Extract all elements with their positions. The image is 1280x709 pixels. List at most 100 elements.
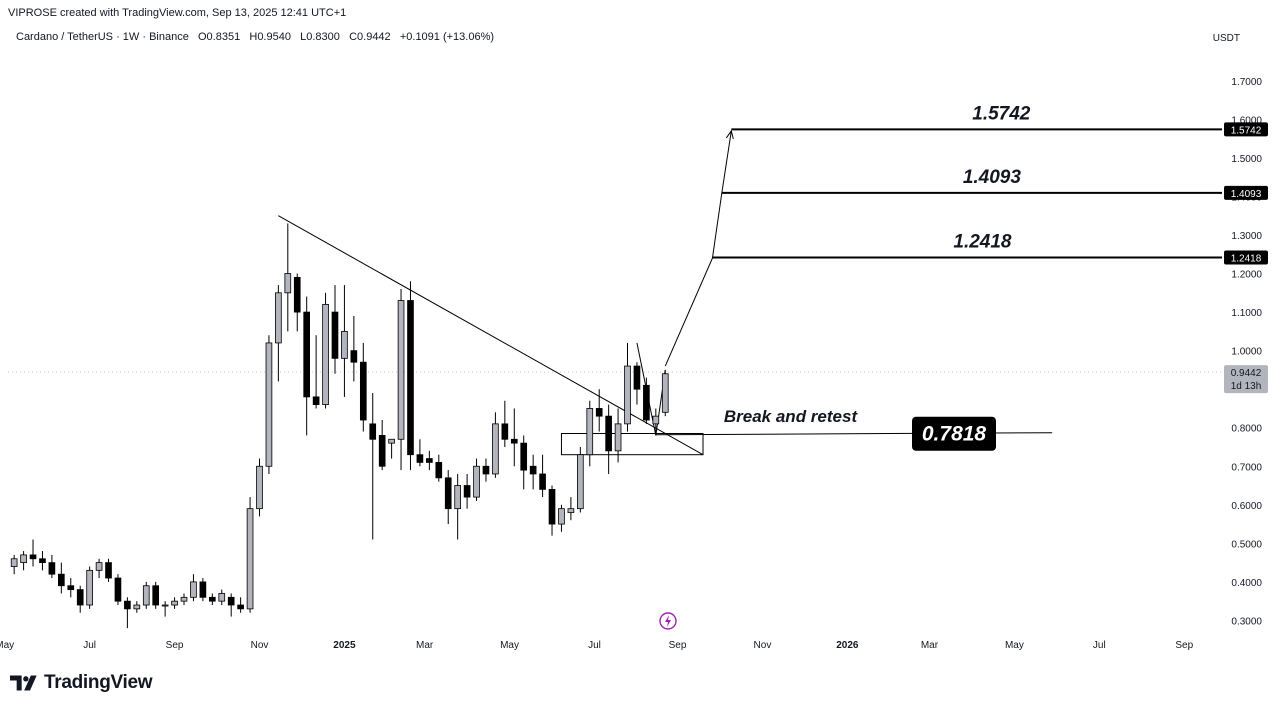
price-tag-box-2 <box>1224 185 1268 200</box>
support-callout-label: 0.7818 <box>922 423 987 446</box>
candle <box>633 362 641 405</box>
x-tick-label: May <box>1005 640 1024 651</box>
candle <box>67 578 75 598</box>
y-axis[interactable]: 0.30000.40000.50000.60000.70000.80000.90… <box>1231 77 1262 628</box>
tradingview-logo[interactable]: TradingView <box>10 672 153 694</box>
ohlc-close: C0.9442 <box>349 31 391 43</box>
attribution-text: VIPROSE created with TradingView.com, Se… <box>8 7 347 19</box>
candle-body-up <box>492 423 499 475</box>
candle-body-down <box>152 585 160 606</box>
candle-body-up <box>171 600 178 606</box>
candle-body-up <box>473 465 480 498</box>
candle <box>388 438 395 459</box>
y-tick-label: 1.1000 <box>1231 308 1262 319</box>
candle <box>303 296 311 436</box>
candle-body-up <box>20 554 27 564</box>
candle <box>529 454 537 490</box>
candle <box>605 404 612 474</box>
candle-body-down <box>293 277 301 313</box>
candle <box>539 454 546 498</box>
target-level-label-3: 1.2418 <box>953 231 1012 252</box>
ohlc-open: O0.8351 <box>198 31 241 43</box>
candle-body-down <box>29 554 37 560</box>
candle <box>341 285 348 397</box>
candle-body-up <box>454 485 461 510</box>
ohlc-change: +0.1091 (+13.06%) <box>399 31 495 43</box>
ohlc-low: L0.8300 <box>300 31 340 43</box>
candle-body-down <box>435 462 443 479</box>
retest-wedge <box>636 342 666 436</box>
candle <box>190 574 197 602</box>
candle-body-down <box>124 600 131 610</box>
candle-body-up <box>586 408 594 456</box>
candle <box>492 412 499 478</box>
candle <box>180 593 188 606</box>
candle-body-down <box>369 423 377 440</box>
current-price-tag-box <box>1224 365 1268 394</box>
candle <box>58 562 65 594</box>
price-tag-label-1: 1.5742 <box>1231 125 1262 136</box>
descending-trendline <box>278 215 704 456</box>
candle-body-down <box>378 435 386 467</box>
y-tick-label: 1.5000 <box>1231 154 1262 165</box>
candle <box>435 454 443 482</box>
x-tick-label: Jul <box>83 640 96 651</box>
candle-body-up <box>95 562 103 571</box>
y-tick-label: 1.0000 <box>1231 347 1262 358</box>
candle-body-up <box>246 508 254 610</box>
y-tick-label: 1.3000 <box>1231 231 1262 242</box>
candle-body-down <box>501 423 509 440</box>
candle-body-down <box>350 350 358 363</box>
candle-body-up <box>142 585 150 606</box>
candle-body-down <box>416 454 424 463</box>
candle-body-up <box>614 423 622 452</box>
bar-countdown-label: 1d 13h <box>1231 381 1262 392</box>
candle-body-down <box>114 577 122 602</box>
candle-body-down <box>444 477 452 510</box>
candle <box>237 597 244 613</box>
symbol-name[interactable]: Cardano / TetherUS · 1W · Binance <box>16 31 189 43</box>
tradingview-logo-icon <box>10 675 37 691</box>
candle <box>293 273 301 332</box>
candle <box>114 574 122 606</box>
candle <box>208 593 216 606</box>
candle-body-up <box>86 569 93 606</box>
candle <box>510 408 518 467</box>
y-tick-label: 1.6000 <box>1231 115 1262 126</box>
y-tick-label: 0.7000 <box>1231 462 1262 473</box>
y-tick-label: 1.7000 <box>1231 77 1262 88</box>
candle-body-down <box>58 573 65 587</box>
y-tick-label: 0.8000 <box>1231 424 1262 435</box>
candle-body-down <box>237 604 244 610</box>
candle <box>246 497 254 613</box>
candle <box>359 342 367 432</box>
x-axis[interactable]: May Jul Sep Nov 2025 Mar May Jul Sep Nov 2026 Mar Ma… <box>0 640 1194 651</box>
candle-body-up <box>624 365 631 425</box>
candle <box>407 281 414 471</box>
support-callout-box <box>912 416 996 451</box>
candle-body-down <box>482 465 490 475</box>
candle-body-down <box>105 562 112 579</box>
x-tick-label: Mar <box>416 640 434 651</box>
x-tick-label: 2025 <box>333 640 356 651</box>
candle <box>133 601 141 613</box>
price-tag-label-3: 1.2418 <box>1231 253 1262 264</box>
x-tick-label: Jul <box>588 640 601 651</box>
ohlc-high: H0.9540 <box>249 31 291 43</box>
x-tick-label: Sep <box>166 640 184 651</box>
candle <box>624 342 631 432</box>
candle-body-down <box>359 361 367 421</box>
candle <box>652 408 660 436</box>
candle-body-up <box>190 581 197 598</box>
break-and-retest-label: Break and retest <box>724 407 859 426</box>
candle-body-up <box>652 415 660 425</box>
x-tick-label: Mar <box>921 640 939 651</box>
candle <box>275 285 282 382</box>
flash-icon[interactable] <box>659 612 677 630</box>
tradingview-brand: TradingView <box>44 672 153 693</box>
candle <box>643 377 650 424</box>
candle <box>378 420 386 471</box>
candle-body-down <box>76 589 84 606</box>
currency-label[interactable]: USDT <box>1212 33 1240 44</box>
